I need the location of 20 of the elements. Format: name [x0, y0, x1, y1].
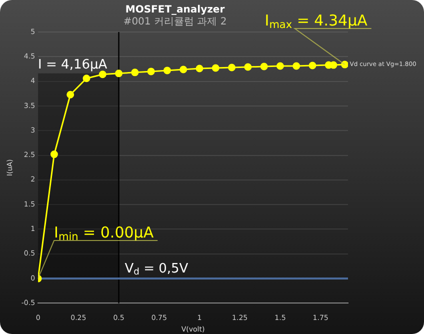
chart-subtitle: #001 커리큘럼 과제 2	[123, 16, 227, 28]
point	[50, 150, 58, 158]
chart-title: MOSFET_analyzer	[125, 4, 225, 16]
point	[66, 90, 74, 98]
point	[276, 62, 284, 70]
point	[244, 63, 252, 71]
point	[212, 64, 220, 72]
point	[292, 62, 300, 70]
point	[228, 64, 236, 72]
point	[163, 66, 171, 74]
point	[260, 62, 268, 70]
point	[180, 66, 188, 74]
point	[82, 74, 90, 82]
point	[308, 62, 316, 70]
point	[196, 64, 204, 72]
point	[131, 68, 139, 76]
point	[115, 70, 123, 78]
point	[147, 68, 155, 76]
annotation: I = 4,16μA	[38, 57, 108, 72]
point	[341, 60, 348, 68]
